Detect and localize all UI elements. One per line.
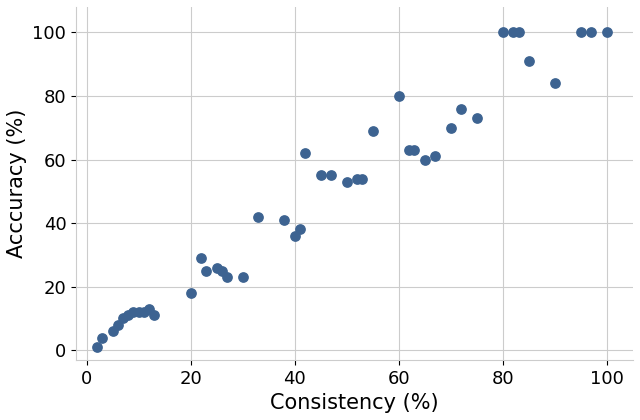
- Point: [498, 29, 508, 36]
- Point: [222, 274, 232, 281]
- Point: [108, 328, 118, 334]
- X-axis label: Consistency (%): Consistency (%): [270, 393, 439, 413]
- Point: [113, 321, 123, 328]
- Point: [445, 124, 456, 131]
- Point: [300, 150, 310, 157]
- Point: [237, 274, 248, 281]
- Point: [196, 255, 206, 261]
- Point: [456, 105, 467, 112]
- Point: [289, 232, 300, 239]
- Point: [404, 147, 414, 153]
- Point: [342, 178, 352, 185]
- Point: [92, 344, 102, 350]
- Point: [430, 153, 440, 160]
- Point: [128, 309, 138, 315]
- Point: [123, 312, 133, 319]
- Point: [144, 306, 154, 312]
- Point: [472, 115, 482, 121]
- Point: [316, 172, 326, 179]
- Point: [139, 309, 149, 315]
- Point: [576, 29, 586, 36]
- Y-axis label: Acccuracy (%): Acccuracy (%): [7, 109, 27, 258]
- Point: [133, 309, 143, 315]
- Point: [326, 172, 336, 179]
- Point: [586, 29, 596, 36]
- Point: [357, 175, 367, 182]
- Point: [410, 147, 420, 153]
- Point: [602, 29, 612, 36]
- Point: [253, 213, 264, 220]
- Point: [118, 315, 128, 322]
- Point: [201, 268, 211, 274]
- Point: [524, 58, 534, 64]
- Point: [420, 156, 430, 163]
- Point: [279, 217, 289, 223]
- Point: [295, 226, 305, 233]
- Point: [394, 92, 404, 99]
- Point: [217, 268, 227, 274]
- Point: [97, 334, 108, 341]
- Point: [352, 175, 362, 182]
- Point: [186, 290, 196, 297]
- Point: [550, 80, 560, 87]
- Point: [508, 29, 518, 36]
- Point: [367, 128, 378, 134]
- Point: [513, 29, 524, 36]
- Point: [211, 264, 221, 271]
- Point: [149, 312, 159, 319]
